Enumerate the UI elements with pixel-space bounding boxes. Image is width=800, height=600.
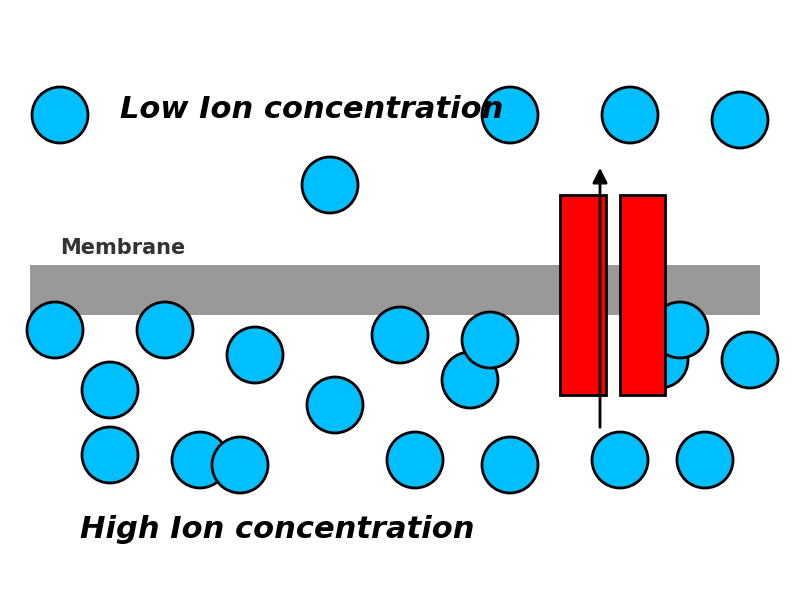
Circle shape	[227, 327, 283, 383]
Bar	[560, 195, 606, 395]
Circle shape	[462, 312, 518, 368]
Circle shape	[82, 362, 138, 418]
Bar	[619, 195, 665, 395]
Text: Low Ion concentration: Low Ion concentration	[120, 95, 503, 124]
Bar	[30, 265, 760, 315]
Circle shape	[652, 302, 708, 358]
Text: Membrane: Membrane	[60, 238, 186, 258]
Circle shape	[602, 87, 658, 143]
Circle shape	[712, 92, 768, 148]
Text: High Ion concentration: High Ion concentration	[80, 515, 474, 545]
Circle shape	[82, 427, 138, 483]
Circle shape	[302, 157, 358, 213]
Circle shape	[172, 432, 228, 488]
Circle shape	[592, 432, 648, 488]
Circle shape	[137, 302, 193, 358]
Circle shape	[722, 332, 778, 388]
Circle shape	[442, 352, 498, 408]
Circle shape	[387, 432, 443, 488]
Circle shape	[677, 432, 733, 488]
Circle shape	[482, 87, 538, 143]
Circle shape	[27, 302, 83, 358]
Circle shape	[632, 332, 688, 388]
Circle shape	[212, 437, 268, 493]
Circle shape	[307, 377, 363, 433]
Circle shape	[32, 87, 88, 143]
Circle shape	[482, 437, 538, 493]
Circle shape	[372, 307, 428, 363]
